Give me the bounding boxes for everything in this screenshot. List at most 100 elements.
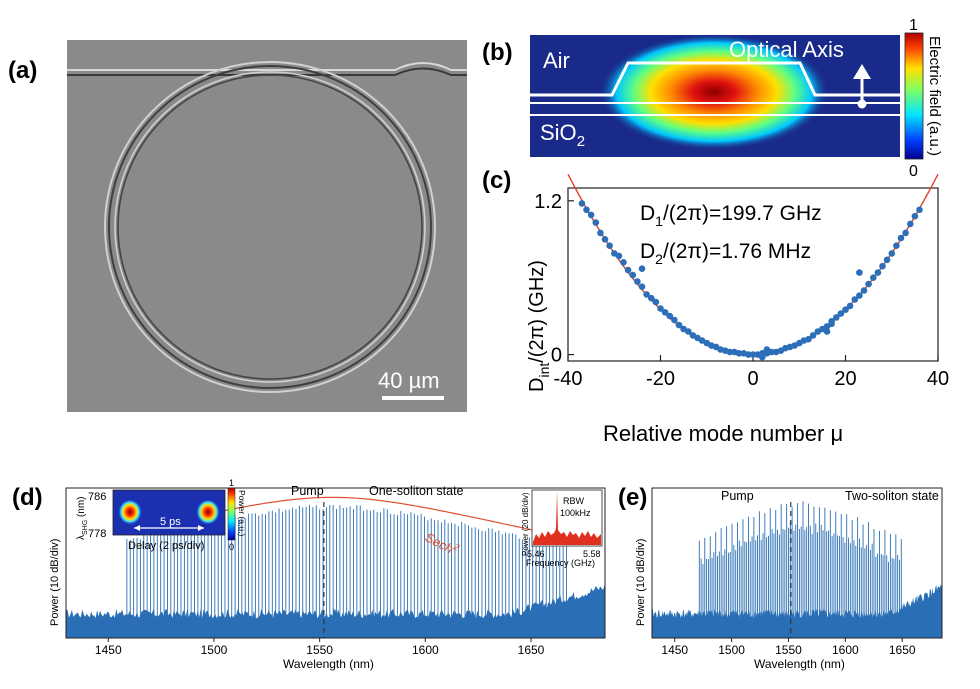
optical-axis-dot	[857, 99, 867, 109]
rf-x-label: Frequency (GHz)	[526, 558, 595, 568]
micrograph-background	[67, 40, 467, 412]
data-point	[851, 296, 859, 303]
x-tick-label: 1550	[306, 643, 333, 657]
data-point	[833, 314, 840, 321]
data-point	[842, 306, 849, 314]
x-tick-label: 1550	[775, 643, 802, 657]
data-point	[823, 328, 831, 335]
data-point	[805, 335, 812, 343]
noise-floor	[66, 584, 605, 638]
panel-d-label: (d)	[12, 484, 43, 511]
x-tick-label: 1500	[718, 643, 745, 657]
optical-axis-arrowhead	[853, 64, 871, 79]
colorbar	[904, 32, 924, 160]
state-label: Two-soliton state	[845, 489, 939, 503]
microring-outer-edge	[104, 61, 436, 393]
x-axis-label: Wavelength (nm)	[754, 657, 845, 671]
separation-arrowhead-right	[198, 525, 204, 531]
rbw-value: 100kHz	[560, 508, 591, 518]
separation-label: 5 ps	[160, 516, 181, 528]
panel-a-micrograph: 40 µm	[67, 40, 467, 412]
data-point	[624, 266, 632, 274]
bus-waveguide-edge-top	[67, 62, 467, 71]
annotation-d2: D2/(2π)=1.76 MHz	[640, 240, 811, 267]
data-point	[666, 312, 674, 320]
data-point	[907, 220, 914, 228]
data-point	[592, 219, 600, 226]
microring-inner-edge	[114, 71, 426, 383]
data-point	[587, 211, 595, 219]
x-tick-label: 40	[927, 368, 949, 390]
y-axis-label: Power (10 dB/div)	[635, 539, 647, 626]
x-tick-label: 20	[834, 368, 856, 390]
inset-ytick-786: 786	[88, 491, 106, 503]
colorbar-title: Electric field (a.u.)	[926, 36, 943, 156]
data-point	[597, 229, 604, 237]
pump-label: Pump	[291, 484, 324, 498]
data-point	[634, 278, 641, 285]
rf-xtick-right: 5.58	[583, 549, 601, 559]
data-point	[916, 206, 923, 214]
x-tick-label: 1650	[518, 643, 545, 657]
data-point	[638, 265, 646, 273]
inset-y-label: λSHG (nm)	[76, 496, 89, 540]
separation-arrowhead-left	[134, 525, 140, 531]
panel-d-one-soliton-spectrum: (d) Pump One-soliton state Sech2 Power (…	[12, 478, 606, 671]
data-point	[615, 252, 623, 260]
data-point	[870, 274, 877, 282]
inset-colorbar	[227, 487, 236, 541]
inset-shg-map: 5 ps 786 778 λSHG (nm) Delay (2 ps/div) …	[76, 478, 247, 552]
data-point	[902, 229, 909, 237]
air-label: Air	[543, 48, 570, 73]
data-point	[652, 298, 660, 306]
data-point	[685, 328, 692, 335]
data-point	[745, 351, 752, 358]
data-point	[883, 256, 891, 264]
data-point	[911, 212, 919, 220]
data-point	[759, 353, 766, 361]
rf-y-label: Power (20 dB/div)	[521, 492, 530, 556]
plot-frame	[65, 487, 606, 639]
inset-ytick-778: 778	[88, 528, 106, 540]
data-point	[837, 310, 845, 317]
inset-rf-spectrum: RBW 100kHz Power (20 dB/div) 5.46 5.58 F…	[521, 489, 603, 568]
data-point	[629, 271, 637, 279]
annotation-d1: D1/(2π)=199.7 GHz	[640, 202, 822, 229]
data-point	[749, 351, 757, 358]
data-point	[763, 346, 771, 353]
inset-colorbar-label: Power (a.u.)	[237, 490, 247, 536]
scale-bar	[382, 396, 444, 400]
sio2-label: SiO2	[540, 120, 585, 150]
data-point	[675, 321, 683, 329]
data-point	[856, 292, 863, 299]
optical-axis-label: Optical Axis	[729, 37, 844, 62]
data-point	[879, 262, 886, 270]
data-point	[846, 302, 854, 310]
x-tick-label: -20	[646, 368, 675, 390]
inset-colorbar-max: 1	[229, 478, 234, 488]
panel-e-label: (e)	[618, 484, 647, 511]
data-point	[601, 236, 609, 243]
data-point	[856, 269, 863, 276]
scale-bar-label: 40 µm	[378, 368, 440, 393]
data-point	[661, 309, 669, 316]
rbw-label: RBW	[563, 496, 585, 506]
data-point	[735, 350, 743, 357]
envelope-label: Sech2	[423, 528, 462, 559]
x-axis-label: Wavelength (nm)	[283, 657, 374, 671]
panel-c-dispersion-chart: (c) Dint/(2π) (GHz) Relative mode number…	[482, 167, 949, 446]
x-tick-label: 1600	[412, 643, 439, 657]
data-point	[860, 287, 868, 294]
colorbar-max-label: 1	[909, 17, 918, 34]
state-label: One-soliton state	[369, 484, 464, 498]
noise-floor	[652, 584, 942, 638]
data-point	[874, 269, 882, 276]
y-tick-label: 0	[551, 345, 562, 367]
data-point	[893, 242, 900, 249]
y-tick-label: 1.2	[534, 191, 562, 213]
x-tick-label: 1450	[661, 643, 688, 657]
x-tick-label: 1450	[95, 643, 122, 657]
x-tick-label: 1650	[889, 643, 916, 657]
x-tick-label: 0	[747, 368, 758, 390]
